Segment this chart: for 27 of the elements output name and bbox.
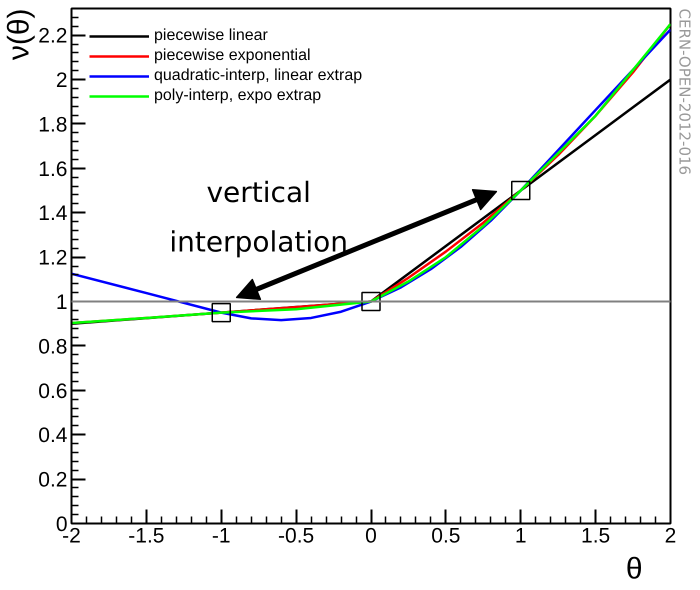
x-tick-label: 0.5 [431, 524, 460, 548]
legend-label: poly-interp, expo extrap [154, 87, 322, 105]
legend-label: piecewise linear [154, 27, 268, 45]
x-tick-label: 1 [514, 524, 527, 548]
x-axis-title: θ [626, 552, 643, 586]
legend-label: piecewise exponential [154, 47, 311, 65]
x-tick-label: -1 [212, 524, 231, 548]
y-tick-label: 0.2 [38, 468, 68, 492]
y-tick-label: 1.2 [38, 246, 68, 270]
y-tick-label: 1.8 [38, 113, 68, 136]
text: CERN-OPEN-2012-016 [676, 8, 694, 176]
legend-label: quadratic-interp, linear extrap [154, 67, 362, 85]
x-tick-label: 0 [365, 524, 377, 548]
y-tick-label: 0.4 [38, 424, 68, 448]
y-tick-label: 0.8 [38, 335, 68, 358]
y-tick-label: 2.2 [38, 24, 68, 48]
y-tick-label: 0.6 [38, 380, 68, 403]
y-tick-label: 1 [56, 291, 68, 314]
y-tick-label: 1.6 [38, 158, 68, 181]
y-tick-label: 1.4 [38, 202, 68, 226]
x-tick-label: 1.5 [581, 524, 610, 548]
x-tick-label: -0.5 [278, 524, 314, 548]
x-tick-label: -1.5 [128, 524, 164, 548]
x-tick-label: 2 [664, 524, 676, 548]
y-tick-label: 2 [56, 69, 68, 92]
annotation: vertical interpolation [169, 176, 348, 258]
y-axis-title: ν(θ) [2, 8, 36, 60]
